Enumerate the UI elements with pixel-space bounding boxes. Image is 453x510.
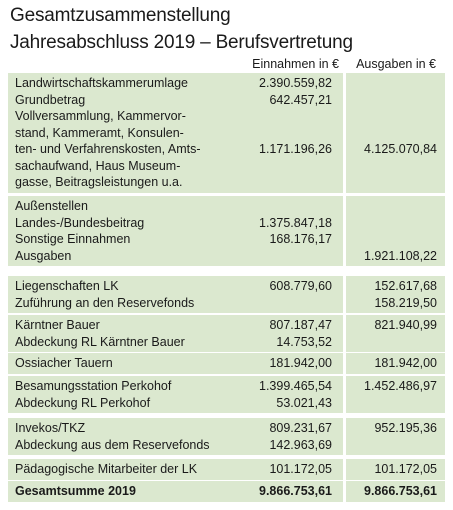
- page-title: Gesamtzusammenstellung: [10, 5, 231, 26]
- income-value: 807.187,47: [269, 318, 332, 332]
- row-label: Grundbetrag: [15, 92, 86, 107]
- table-row: sachaufwand, Haus Museum-: [8, 158, 445, 174]
- column-header-expense: Ausgaben in €: [356, 57, 436, 71]
- table-group: Kärntner Bauer 807.187,47 821.940,99 Abdeck…: [8, 315, 445, 352]
- table-group: Besamungsstation Perkohof 1.399.465,54 1.4…: [8, 376, 445, 413]
- expense-value: 152.617,68: [374, 279, 437, 293]
- expense-value: 181.942,00: [374, 356, 437, 370]
- expense-value: 4.125.070,84: [364, 142, 437, 156]
- table-row: Abdeckung aus dem Reservefonds 142.963,69: [8, 437, 445, 453]
- column-divider: [343, 73, 346, 503]
- table-row: Abdeckung RL Perkohof 53.021,43: [8, 395, 445, 411]
- table-row: Landwirtschaftskammerumlage 2.390.559,82: [8, 75, 445, 91]
- table-group: Liegenschaften LK 608.779,60 152.617,68 Zuf…: [8, 276, 445, 313]
- income-value: 53.021,43: [276, 395, 332, 410]
- table-row: stand, Kammeramt, Konsulen-: [8, 125, 445, 141]
- table-group: Invekos/TKZ 809.231,67 952.195,36 Abdeckung…: [8, 418, 445, 455]
- table-group: Landwirtschaftskammerumlage 2.390.559,82 G…: [8, 73, 445, 193]
- row-label: Zuführung an den Reservefonds: [15, 295, 195, 310]
- expense-value: 158.219,50: [374, 295, 437, 310]
- row-label: Besamungsstation Perkohof: [15, 379, 172, 393]
- expense-value: 821.940,99: [374, 318, 437, 332]
- row-label: Landes-/Bundesbeitrag: [15, 215, 145, 230]
- income-value: 642.457,21: [269, 92, 332, 107]
- table-row: Abdeckung RL Kärntner Bauer 14.753,52: [8, 334, 445, 350]
- row-label: stand, Kammeramt, Konsulen-: [15, 125, 184, 140]
- table-row: Außenstellen: [8, 198, 445, 214]
- table-row: Liegenschaften LK 608.779,60 152.617,68: [8, 278, 445, 294]
- table-row: Ossiacher Tauern 181.942,00 181.942,00: [8, 355, 445, 371]
- table-row: Ausgaben 1.921.108,22: [8, 248, 445, 264]
- row-label: Abdeckung aus dem Reservefonds: [15, 437, 210, 452]
- income-value: 142.963,69: [269, 437, 332, 452]
- expense-value: 101.172,05: [374, 462, 437, 476]
- table-row: gasse, Beitragsleistungen u.a.: [8, 174, 445, 190]
- income-value: 181.942,00: [269, 356, 332, 370]
- table-row: Grundbetrag 642.457,21: [8, 92, 445, 108]
- table-row: Invekos/TKZ 809.231,67 952.195,36: [8, 420, 445, 436]
- table-group: Außenstellen Landes-/Bundesbeitrag 1.375.8…: [8, 196, 445, 266]
- row-label: Pädagogische Mitarbeiter der LK: [15, 462, 198, 476]
- row-label: Abdeckung RL Perkohof: [15, 395, 151, 410]
- row-label: Kärntner Bauer: [15, 318, 100, 332]
- income-value: 9.866.753,61: [259, 484, 332, 498]
- row-label: Sonstige Einnahmen: [15, 232, 131, 246]
- table-row: Zuführung an den Reservefonds 158.219,50: [8, 295, 445, 311]
- income-value: 1.375.847,18: [259, 215, 332, 230]
- row-label: Liegenschaften LK: [15, 279, 119, 293]
- row-label: ten- und Verfahrenskosten, Amts-: [15, 142, 201, 156]
- total-row: Gesamtsumme 2019 9.866.753,61 9.866.753,61: [8, 483, 445, 499]
- expense-value: 1.921.108,22: [364, 248, 437, 263]
- table-total-group: Gesamtsumme 2019 9.866.753,61 9.866.753,61: [8, 481, 445, 502]
- expense-value: 952.195,36: [374, 421, 437, 435]
- table-row: Kärntner Bauer 807.187,47 821.940,99: [8, 317, 445, 333]
- row-label: Landwirtschaftskammerumlage: [15, 76, 188, 90]
- table-row: Sonstige Einnahmen 168.176,17: [8, 231, 445, 247]
- table-row: Besamungsstation Perkohof 1.399.465,54 1.4…: [8, 378, 445, 394]
- table-row: Pädagogische Mitarbeiter der LK 101.172,0…: [8, 461, 445, 477]
- table-row: Landes-/Bundesbeitrag 1.375.847,18: [8, 215, 445, 231]
- row-label: Ausgaben: [15, 248, 72, 263]
- column-header-income: Einnahmen in €: [252, 57, 339, 71]
- income-value: 1.171.196,26: [259, 142, 332, 156]
- row-label: sachaufwand, Haus Museum-: [15, 158, 181, 173]
- income-value: 168.176,17: [269, 232, 332, 246]
- row-label: Gesamtsumme 2019: [15, 484, 136, 498]
- income-value: 2.390.559,82: [259, 76, 332, 90]
- table-row: Vollversammlung, Kammervor-: [8, 108, 445, 124]
- income-value: 1.399.465,54: [259, 379, 332, 393]
- row-label: Vollversammlung, Kammervor-: [15, 109, 186, 123]
- income-value: 608.779,60: [269, 279, 332, 293]
- table-group: Ossiacher Tauern 181.942,00 181.942,00: [8, 353, 445, 374]
- page-subtitle: Jahresabschluss 2019 – Berufsvertretung: [10, 32, 353, 53]
- table-row: ten- und Verfahrenskosten, Amts- 1.171.19…: [8, 141, 445, 157]
- table-group: Pädagogische Mitarbeiter der LK 101.172,0…: [8, 459, 445, 480]
- row-label: gasse, Beitragsleistungen u.a.: [15, 175, 183, 189]
- income-value: 101.172,05: [269, 462, 332, 476]
- row-label: Außenstellen: [15, 199, 88, 213]
- expense-value: 9.866.753,61: [364, 484, 437, 498]
- row-label: Ossiacher Tauern: [15, 356, 113, 370]
- income-value: 14.753,52: [276, 334, 332, 349]
- row-label: Abdeckung RL Kärntner Bauer: [15, 334, 185, 349]
- income-value: 809.231,67: [269, 421, 332, 435]
- row-label: Invekos/TKZ: [15, 421, 86, 435]
- expense-value: 1.452.486,97: [364, 379, 437, 393]
